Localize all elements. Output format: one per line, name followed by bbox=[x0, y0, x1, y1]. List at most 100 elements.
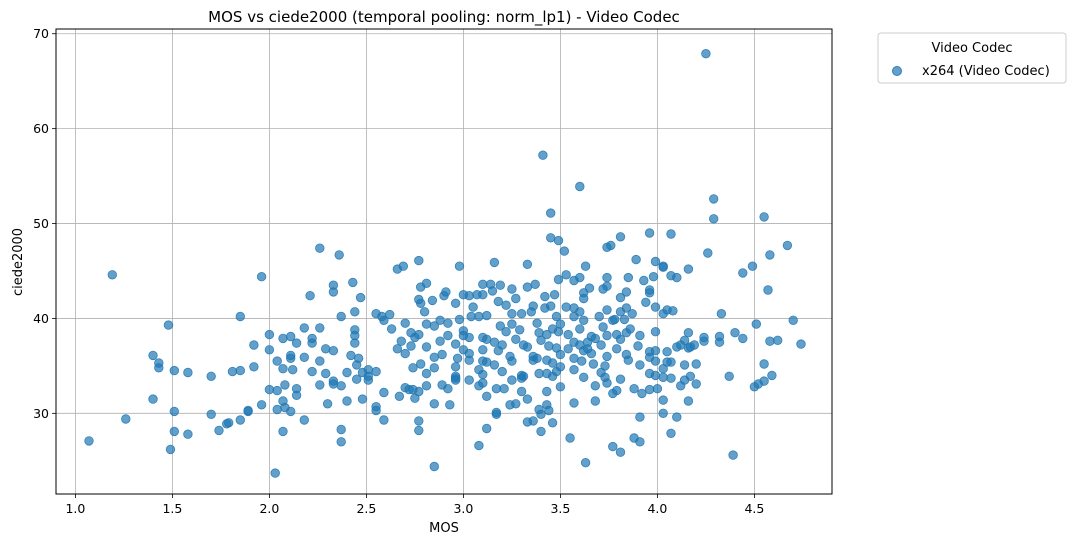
data-point bbox=[602, 281, 612, 291]
data-point bbox=[450, 362, 461, 372]
data-point bbox=[507, 284, 517, 294]
data-point bbox=[650, 370, 661, 381]
data-point bbox=[336, 311, 346, 322]
data-point bbox=[511, 293, 521, 304]
data-point bbox=[575, 307, 585, 317]
data-point bbox=[495, 321, 506, 331]
data-point bbox=[631, 254, 641, 265]
data-point bbox=[482, 423, 492, 434]
data-point bbox=[672, 272, 682, 283]
legend-title: Video Codec bbox=[932, 41, 1013, 56]
y-axis-label: ciede2000 bbox=[11, 228, 26, 296]
data-point bbox=[256, 400, 267, 410]
data-point bbox=[703, 248, 713, 258]
data-point bbox=[478, 378, 488, 388]
data-point bbox=[249, 340, 259, 350]
data-point bbox=[747, 261, 758, 271]
data-point bbox=[724, 371, 734, 382]
data-point bbox=[547, 418, 558, 428]
data-point bbox=[272, 385, 282, 396]
data-point bbox=[489, 337, 500, 347]
data-point bbox=[590, 381, 601, 391]
data-point bbox=[579, 293, 589, 304]
data-point bbox=[336, 424, 346, 435]
data-point bbox=[658, 261, 668, 271]
data-point bbox=[464, 291, 474, 301]
data-point bbox=[468, 302, 478, 312]
data-point bbox=[489, 360, 500, 370]
data-point bbox=[596, 340, 606, 350]
x-tick-label: 1.0 bbox=[65, 501, 85, 516]
data-point bbox=[264, 329, 275, 340]
data-point bbox=[650, 256, 661, 267]
data-point bbox=[416, 359, 426, 369]
data-point bbox=[491, 407, 502, 418]
data-point bbox=[606, 240, 616, 251]
data-point bbox=[515, 325, 525, 335]
data-point bbox=[683, 328, 694, 338]
data-point bbox=[644, 228, 655, 238]
data-point bbox=[305, 291, 315, 301]
data-point bbox=[569, 365, 579, 375]
data-point bbox=[615, 334, 626, 345]
data-point bbox=[625, 324, 635, 334]
data-point bbox=[555, 362, 566, 372]
data-point bbox=[416, 298, 426, 309]
data-point bbox=[227, 366, 238, 377]
data-point bbox=[256, 272, 267, 282]
data-point bbox=[499, 384, 509, 394]
data-point bbox=[644, 384, 655, 395]
chart-title: MOS vs ciede2000 (temporal pooling: norm… bbox=[208, 8, 680, 27]
data-point bbox=[507, 356, 517, 366]
data-point bbox=[291, 338, 302, 348]
data-point bbox=[501, 300, 511, 310]
data-point bbox=[507, 309, 517, 319]
data-point bbox=[751, 319, 762, 329]
data-point bbox=[532, 353, 542, 364]
data-point bbox=[429, 321, 440, 331]
data-point bbox=[709, 214, 719, 224]
data-point bbox=[714, 337, 725, 347]
data-point bbox=[206, 371, 216, 382]
legend-box bbox=[877, 32, 1067, 84]
data-point bbox=[685, 371, 696, 382]
data-point bbox=[497, 340, 507, 350]
data-point bbox=[540, 291, 550, 302]
data-point bbox=[602, 330, 612, 341]
data-point bbox=[148, 350, 158, 361]
data-point bbox=[528, 416, 538, 426]
grid bbox=[56, 29, 832, 494]
data-point bbox=[435, 336, 445, 346]
data-point bbox=[544, 341, 554, 351]
data-point bbox=[679, 335, 690, 346]
data-point bbox=[495, 280, 506, 290]
data-point bbox=[615, 292, 626, 303]
data-point bbox=[148, 394, 158, 404]
data-point bbox=[759, 376, 769, 386]
data-point bbox=[322, 399, 333, 409]
data-point bbox=[371, 366, 381, 377]
data-point bbox=[728, 450, 738, 460]
data-point bbox=[445, 400, 455, 410]
data-point bbox=[353, 353, 364, 364]
data-point bbox=[577, 356, 587, 366]
data-point bbox=[452, 353, 463, 364]
data-point bbox=[650, 327, 661, 337]
data-point bbox=[627, 309, 637, 319]
data-point bbox=[443, 318, 453, 328]
data-point bbox=[679, 360, 690, 370]
data-point bbox=[691, 359, 701, 369]
data-point bbox=[350, 307, 360, 317]
x-axis-label: MOS bbox=[429, 521, 459, 536]
data-point bbox=[765, 336, 775, 346]
data-point bbox=[315, 380, 325, 390]
data-point bbox=[299, 352, 310, 363]
data-point bbox=[336, 381, 346, 391]
data-point bbox=[286, 353, 296, 364]
data-point bbox=[544, 405, 554, 416]
data-point bbox=[635, 437, 645, 447]
data-point bbox=[478, 279, 488, 290]
data-point bbox=[398, 261, 409, 271]
data-point bbox=[394, 391, 405, 402]
data-point bbox=[536, 409, 546, 420]
